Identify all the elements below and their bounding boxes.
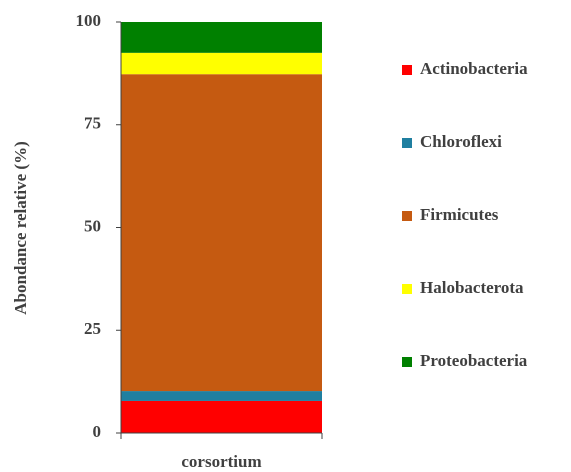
x-tick-label: corsortium [181, 452, 261, 471]
bar-segment [121, 22, 322, 53]
legend-label: Actinobacteria [420, 59, 528, 78]
y-tick-label: 50 [84, 216, 101, 235]
legend-label: Chloroflexi [420, 132, 502, 151]
y-axis-label: Abondance relative (%) [11, 141, 30, 314]
legend-label: Halobacterota [420, 278, 524, 297]
legend-swatch [402, 65, 412, 75]
y-tick-label: 25 [84, 319, 101, 338]
bar-segment [121, 74, 322, 392]
bar-segment [121, 400, 322, 433]
y-tick-label: 0 [93, 422, 102, 441]
legend-swatch [402, 357, 412, 367]
y-tick-label: 75 [84, 114, 101, 133]
legend-swatch [402, 211, 412, 221]
y-tick-label: 100 [76, 11, 102, 30]
legend-label: Proteobacteria [420, 351, 528, 370]
legend-swatch [402, 284, 412, 294]
bar-segment [121, 391, 322, 401]
legend-label: Firmicutes [420, 205, 499, 224]
legend-swatch [402, 138, 412, 148]
bar-segment [121, 52, 322, 75]
